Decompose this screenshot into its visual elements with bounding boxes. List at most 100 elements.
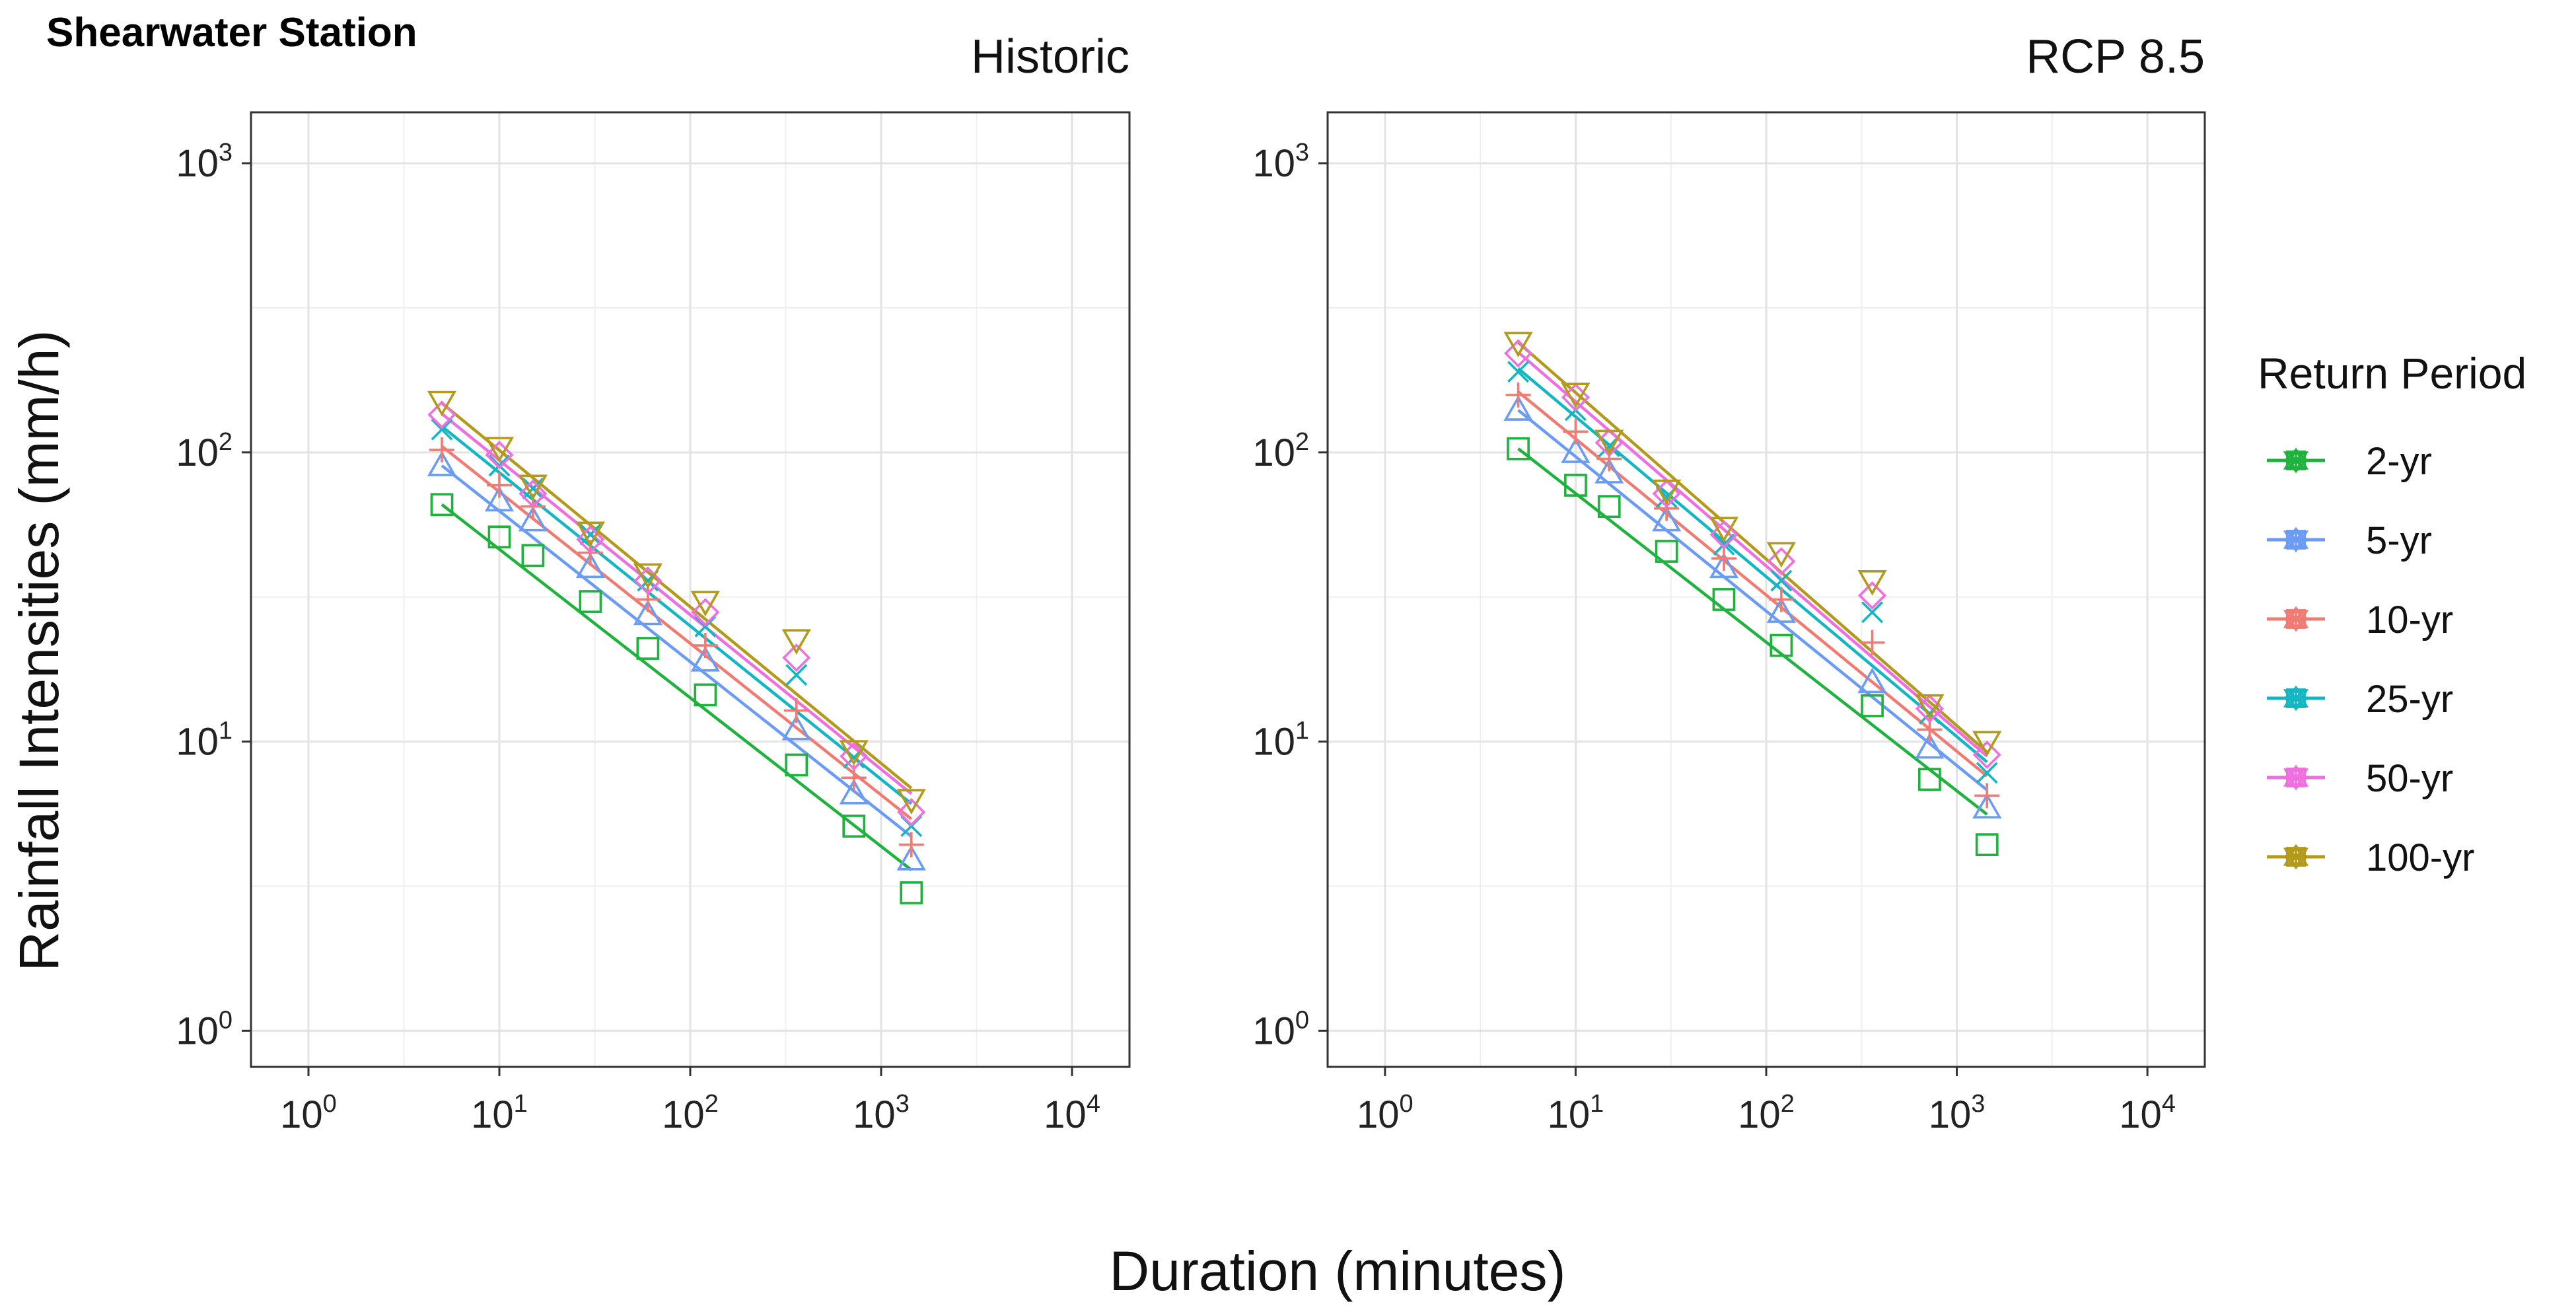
panel-rcp85-point-50-yr (1857, 581, 1887, 610)
panel-rcp85-point-2-yr (1655, 540, 1678, 563)
legend-label-100-yr: 100-yr (2366, 836, 2474, 879)
legend-label-50-yr: 50-yr (2366, 757, 2453, 800)
legend-key-2-yr-triangle-down (2283, 451, 2309, 474)
panel-historic-point-100-yr (839, 740, 869, 766)
panel-historic-point-2-yr (785, 753, 808, 777)
panel-historic-point-100-yr (633, 563, 662, 589)
panel-rcp85-point-2-yr (1861, 694, 1884, 717)
panel-rcp85-x-tick-label: 103 (1929, 1090, 1986, 1136)
panel-historic-x-tick-label: 101 (471, 1090, 528, 1136)
panel-historic-point-5-yr (839, 778, 869, 805)
panel-rcp85-point-100-yr (1972, 731, 2002, 757)
panel-rcp85-point-5-yr (1594, 458, 1624, 484)
panel-historic-fit-line-2-yr (441, 503, 913, 871)
panel-rcp85-point-2-yr (1597, 495, 1621, 519)
panel-rcp85-point-10-yr (1859, 630, 1885, 655)
panel-rcp85-point-2-yr (1770, 634, 1793, 657)
panel-rcp85-point-25-yr (1770, 569, 1793, 592)
x-axis-title: Duration (minutes) (1110, 1240, 1566, 1302)
panel-historic-point-50-yr (633, 566, 662, 595)
panel-historic-point-25-yr (488, 454, 511, 477)
panel-historic-grid (251, 112, 1129, 1067)
panel-historic-point-10-yr (898, 832, 924, 857)
legend: Return Period 2-yr 5-yr 10-yr 25-yr 50-yr 100… (2258, 349, 2526, 879)
legend-key-100-yr-triangle-down (2283, 848, 2309, 870)
panel-historic-point-100-yr (781, 629, 811, 655)
panel-historic-x-tick-label: 102 (662, 1090, 719, 1136)
panel-rcp85-fit-lines (1517, 341, 1988, 816)
panel-rcp85-point-10-yr (1505, 382, 1531, 408)
panel-historic-point-5-yr (896, 844, 926, 871)
panel-historic-point-50-yr (576, 525, 605, 554)
panel-rcp85-y-tick-label: 102 (1252, 428, 1309, 474)
panel-historic: Historic 100 101 102 103 104 100 101 102 103 (176, 30, 1131, 1136)
panel-rcp85-point-100-yr (1766, 542, 1796, 568)
panel-rcp85-point-2-yr (1507, 437, 1530, 460)
y-axis-title: Rainfall Intensities (mm/h) (8, 330, 70, 972)
panel-historic-point-50-yr (485, 441, 514, 470)
panel-rcp85-fit-line-25-yr (1517, 367, 1988, 764)
panel-rcp85-point-100-yr (1915, 694, 1945, 720)
panel-historic-point-100-yr (575, 521, 605, 548)
panel-rcp85-point-5-yr (1972, 793, 2002, 818)
panel-rcp85-point-50-yr (1504, 339, 1533, 368)
panel-historic-point-100-yr (518, 474, 548, 501)
panel-rcp85-point-100-yr (1709, 517, 1739, 543)
panel-historic-point-10-yr (635, 587, 661, 612)
panel-historic-ticks: 100 101 102 103 104 100 101 102 103 (176, 139, 1100, 1136)
legend-key-25-yr-triangle-down (2283, 689, 2309, 711)
panel-historic-point-2-yr (579, 590, 602, 613)
panel-rcp85-point-10-yr (1974, 783, 2000, 809)
panel-rcp85-x-tick-label: 101 (1548, 1090, 1604, 1136)
legend-title: Return Period (2258, 349, 2526, 398)
panel-rcp85-point-100-yr (1652, 480, 1682, 505)
panel-rcp85-point-5-yr (1766, 597, 1796, 623)
panel-historic-point-25-yr (431, 418, 453, 441)
panel-historic-fit-line-25-yr (441, 425, 913, 805)
legend-item-10-yr: 10-yr (2267, 599, 2453, 641)
panel-rcp85-point-5-yr (1709, 552, 1739, 579)
panel-rcp85-fit-line-2-yr (1517, 447, 1988, 816)
panel-historic-point-100-yr (896, 789, 926, 815)
station-title: Shearwater Station (46, 10, 417, 55)
panel-rcp85-point-100-yr (1594, 429, 1624, 456)
panel-rcp85: RCP 8.5 100 101 102 103 104 100 101 102 103 (1252, 30, 2206, 1136)
panel-rcp85-point-25-yr (1507, 361, 1530, 383)
legend-items: 2-yr 5-yr 10-yr 25-yr 50-yr 100-yr (2267, 440, 2474, 879)
panel-rcp85-point-5-yr (1561, 437, 1591, 463)
panel-historic-point-10-yr (783, 698, 809, 723)
legend-key-5-yr-triangle-down (2283, 530, 2309, 553)
panel-historic-point-5-yr (518, 505, 548, 532)
legend-item-100-yr: 100-yr (2267, 836, 2474, 879)
panel-historic-markers (427, 390, 926, 904)
legend-label-5-yr: 5-yr (2366, 519, 2432, 562)
panel-historic-point-50-yr (840, 742, 869, 771)
panel-rcp85-point-50-yr (1767, 547, 1796, 576)
panel-title-rcp85: RCP 8.5 (2026, 30, 2205, 83)
panel-rcp85-point-5-yr (1915, 733, 1945, 759)
panel-rcp85-point-25-yr (1713, 533, 1735, 556)
panel-rcp85-point-10-yr (1596, 446, 1622, 472)
panel-historic-point-100-yr (484, 437, 515, 462)
panel-historic-point-5-yr (427, 451, 457, 476)
panel-rcp85-point-2-yr (1712, 588, 1736, 611)
panel-rcp85-point-2-yr (1918, 768, 1941, 791)
panel-historic-x-tick-label: 100 (280, 1090, 337, 1136)
panel-rcp85-point-2-yr (1975, 833, 1999, 857)
panel-rcp85-fit-line-5-yr (1517, 409, 1988, 791)
panel-rcp85-fit-line-10-yr (1517, 390, 1988, 778)
panel-rcp85-point-100-yr (1561, 382, 1591, 409)
panel-historic-point-25-yr (522, 478, 544, 499)
panel-historic-point-2-yr (430, 493, 454, 517)
panel-rcp85-point-10-yr (1563, 419, 1589, 445)
panel-rcp85-fit-line-50-yr (1517, 351, 1988, 758)
panel-rcp85-point-50-yr (1709, 520, 1738, 549)
panel-historic-point-100-yr (690, 591, 720, 617)
panel-historic-fit-line-100-yr (441, 402, 913, 789)
panel-rcp85-grid (1328, 112, 2205, 1067)
panel-rcp85-point-5-yr (1652, 505, 1682, 532)
panel-historic-fit-line-5-yr (441, 464, 913, 838)
panel-rcp85-point-5-yr (1503, 395, 1533, 421)
panel-rcp85-y-tick-label: 100 (1252, 1006, 1309, 1052)
panel-historic-point-5-yr (484, 486, 515, 512)
